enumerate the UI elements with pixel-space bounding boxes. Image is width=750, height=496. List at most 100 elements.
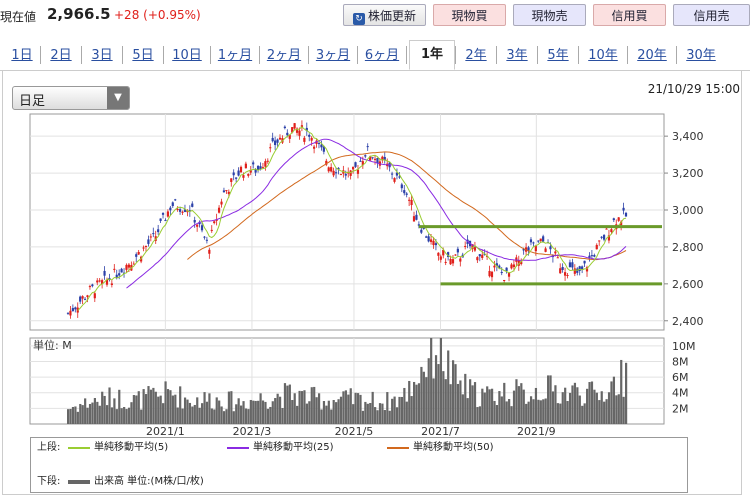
candle-body	[144, 246, 148, 248]
candle-body	[193, 220, 196, 223]
volume-bar	[335, 402, 338, 424]
candle-body	[566, 275, 569, 277]
volume-bar	[300, 391, 304, 424]
volume-bar	[105, 405, 109, 424]
candle-body	[371, 157, 374, 159]
tab-2[interactable]: 2日	[50, 48, 72, 63]
candle-body	[203, 236, 206, 238]
candle-body	[291, 127, 294, 133]
volume-bar	[218, 400, 221, 424]
candle-body	[98, 280, 101, 282]
volume-bar	[183, 397, 187, 424]
volume-bar	[339, 396, 343, 424]
margin-buy-button[interactable]: 信用買	[593, 4, 666, 26]
legend-volume-swatch	[68, 480, 90, 484]
candle-body	[330, 167, 333, 172]
candle-body	[598, 240, 601, 242]
spot-sell-button[interactable]: 現物売	[513, 4, 586, 26]
volume-bar	[615, 395, 618, 424]
volume-bar	[500, 396, 503, 424]
tab-16[interactable]: 30年	[686, 48, 716, 63]
candle-body	[451, 259, 455, 264]
tab-8[interactable]: 3ヶ月	[315, 48, 351, 63]
tab-9[interactable]: 6ヶ月	[364, 48, 400, 63]
x-tick-label: 2021/7	[421, 425, 460, 438]
volume-bar	[398, 396, 401, 424]
tab-4[interactable]: 5日	[132, 48, 154, 63]
volume-bar	[249, 399, 252, 424]
candle-body	[339, 174, 343, 176]
tab-6[interactable]: 1ヶ月	[217, 48, 253, 63]
x-tick-label: 2021/5	[335, 425, 374, 438]
volume-bar	[410, 396, 413, 424]
tab-3[interactable]: 3日	[91, 48, 113, 63]
candle-body	[235, 177, 238, 179]
candle-body	[101, 280, 104, 285]
candle-body	[398, 176, 401, 178]
candle-body	[422, 227, 425, 229]
candle-body	[344, 173, 347, 176]
tab-11[interactable]: 2年	[465, 48, 487, 63]
tab-7[interactable]: 2ヶ月	[266, 48, 302, 63]
volume-bar	[539, 400, 542, 424]
volume-bar	[490, 388, 494, 424]
tab-1[interactable]: 1日	[11, 48, 33, 63]
volume-bar	[162, 403, 165, 424]
candle-body	[425, 236, 428, 238]
volume-bar	[276, 393, 279, 424]
volume-bar	[154, 391, 157, 424]
candle-body	[408, 199, 411, 201]
volume-bar	[432, 378, 435, 424]
volume-bar	[152, 387, 155, 424]
volume-bar	[281, 408, 284, 424]
volume-bar	[376, 410, 379, 424]
candle-body	[449, 259, 452, 265]
spot-buy-button[interactable]: 現物買	[433, 4, 506, 26]
volume-bar	[349, 388, 352, 424]
candle-body	[83, 298, 87, 300]
candle-body	[412, 216, 416, 222]
margin-sell-button[interactable]: 信用売	[673, 4, 750, 26]
volume-bar	[293, 393, 296, 424]
volume-bar	[588, 382, 591, 424]
volume-bar	[240, 405, 243, 424]
volume-bar	[179, 386, 182, 424]
refresh-price-button[interactable]: ↻ 株価更新	[343, 4, 426, 26]
candle-body	[622, 207, 625, 211]
tab-12[interactable]: 3年	[506, 48, 528, 63]
candle-body	[563, 272, 567, 276]
volume-bar	[566, 401, 569, 424]
candle-body	[561, 267, 564, 270]
volume-bar	[137, 391, 140, 424]
tab-10[interactable]: 1年	[409, 40, 455, 70]
volume-tick-label: 8M	[672, 355, 689, 368]
candle-body	[213, 221, 216, 224]
tab-5[interactable]: 10日	[172, 48, 202, 63]
volume-bar	[481, 388, 484, 424]
candle-body	[585, 267, 589, 272]
period-select[interactable]: 日足 ▼	[12, 86, 130, 110]
volume-bar	[573, 382, 577, 424]
tab-14[interactable]: 10年	[588, 48, 618, 63]
candle-body	[237, 170, 240, 176]
tab-separator	[496, 46, 497, 64]
candle-body	[244, 163, 247, 169]
tab-separator	[81, 46, 82, 64]
candle-body	[79, 296, 82, 302]
tab-13[interactable]: 5年	[547, 48, 569, 63]
candle-body	[529, 239, 533, 243]
candle-body	[159, 218, 162, 221]
tab-15[interactable]: 20年	[637, 48, 667, 63]
volume-bar	[525, 403, 528, 424]
legend-ma25-swatch	[227, 447, 249, 449]
volume-bar	[603, 401, 606, 424]
volume-bar	[269, 406, 272, 424]
volume-bar	[466, 398, 469, 424]
candle-body	[278, 137, 282, 140]
volume-bar	[622, 396, 625, 424]
candle-body	[198, 221, 201, 225]
candle-body	[620, 221, 623, 226]
candle-body	[142, 247, 145, 249]
volume-bar	[118, 389, 121, 424]
volume-bar	[576, 387, 579, 424]
